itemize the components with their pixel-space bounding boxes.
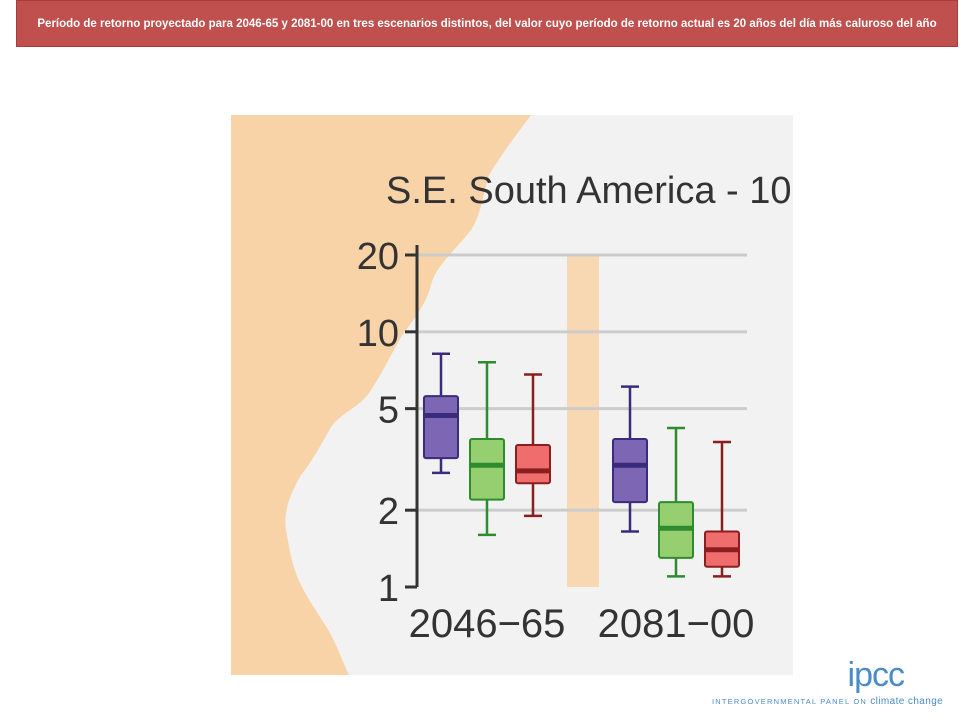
x-tick-label: 2081−00 xyxy=(598,602,755,646)
chart-panel: S.E. South America - 10 1 2 5 10 20 2046−65 2… xyxy=(231,115,793,675)
logo-tagline-prefix: INTERGOVERNMENTAL PANEL ON xyxy=(712,697,867,706)
title-banner: Período de retorno proyectado para 2046-… xyxy=(16,0,958,47)
y-tick-label: 2 xyxy=(378,491,399,533)
box-2-2046−65 xyxy=(469,360,505,537)
y-tick-label: 1 xyxy=(378,568,399,610)
ipcc-logo: ipcc INTERGOVERNMENTAL PANEL ON climate … xyxy=(712,656,943,708)
logo-tagline-suffix: climate change xyxy=(870,696,944,707)
logo-tagline: INTERGOVERNMENTAL PANEL ON climate chang… xyxy=(712,696,943,707)
box-body xyxy=(469,438,505,501)
land-map xyxy=(231,115,531,675)
x-axis-labels: 2046−65 2081−00 xyxy=(409,602,755,646)
banner-title: Período de retorno proyectado para 2046-… xyxy=(37,17,937,30)
y-tick-label: 20 xyxy=(357,236,399,278)
box-body xyxy=(423,395,459,460)
box-body xyxy=(612,438,648,504)
box-1-2046−65 xyxy=(423,352,459,475)
x-tick-label: 2046−65 xyxy=(409,602,566,646)
box-3-2046−65 xyxy=(515,373,551,518)
box-1-2081−00 xyxy=(612,385,648,533)
y-tick-label: 10 xyxy=(357,313,399,355)
box-2-2081−00 xyxy=(658,426,694,578)
logo-name: ipcc xyxy=(847,656,905,694)
y-axis-ticks: 1 2 5 10 20 xyxy=(357,236,417,610)
box-series xyxy=(423,352,740,578)
box-body xyxy=(515,444,551,485)
box-3-2081−00 xyxy=(704,440,740,578)
y-tick-label: 5 xyxy=(378,390,399,432)
period-separator-band xyxy=(567,255,599,587)
chart-title: S.E. South America - 10 xyxy=(386,170,792,212)
